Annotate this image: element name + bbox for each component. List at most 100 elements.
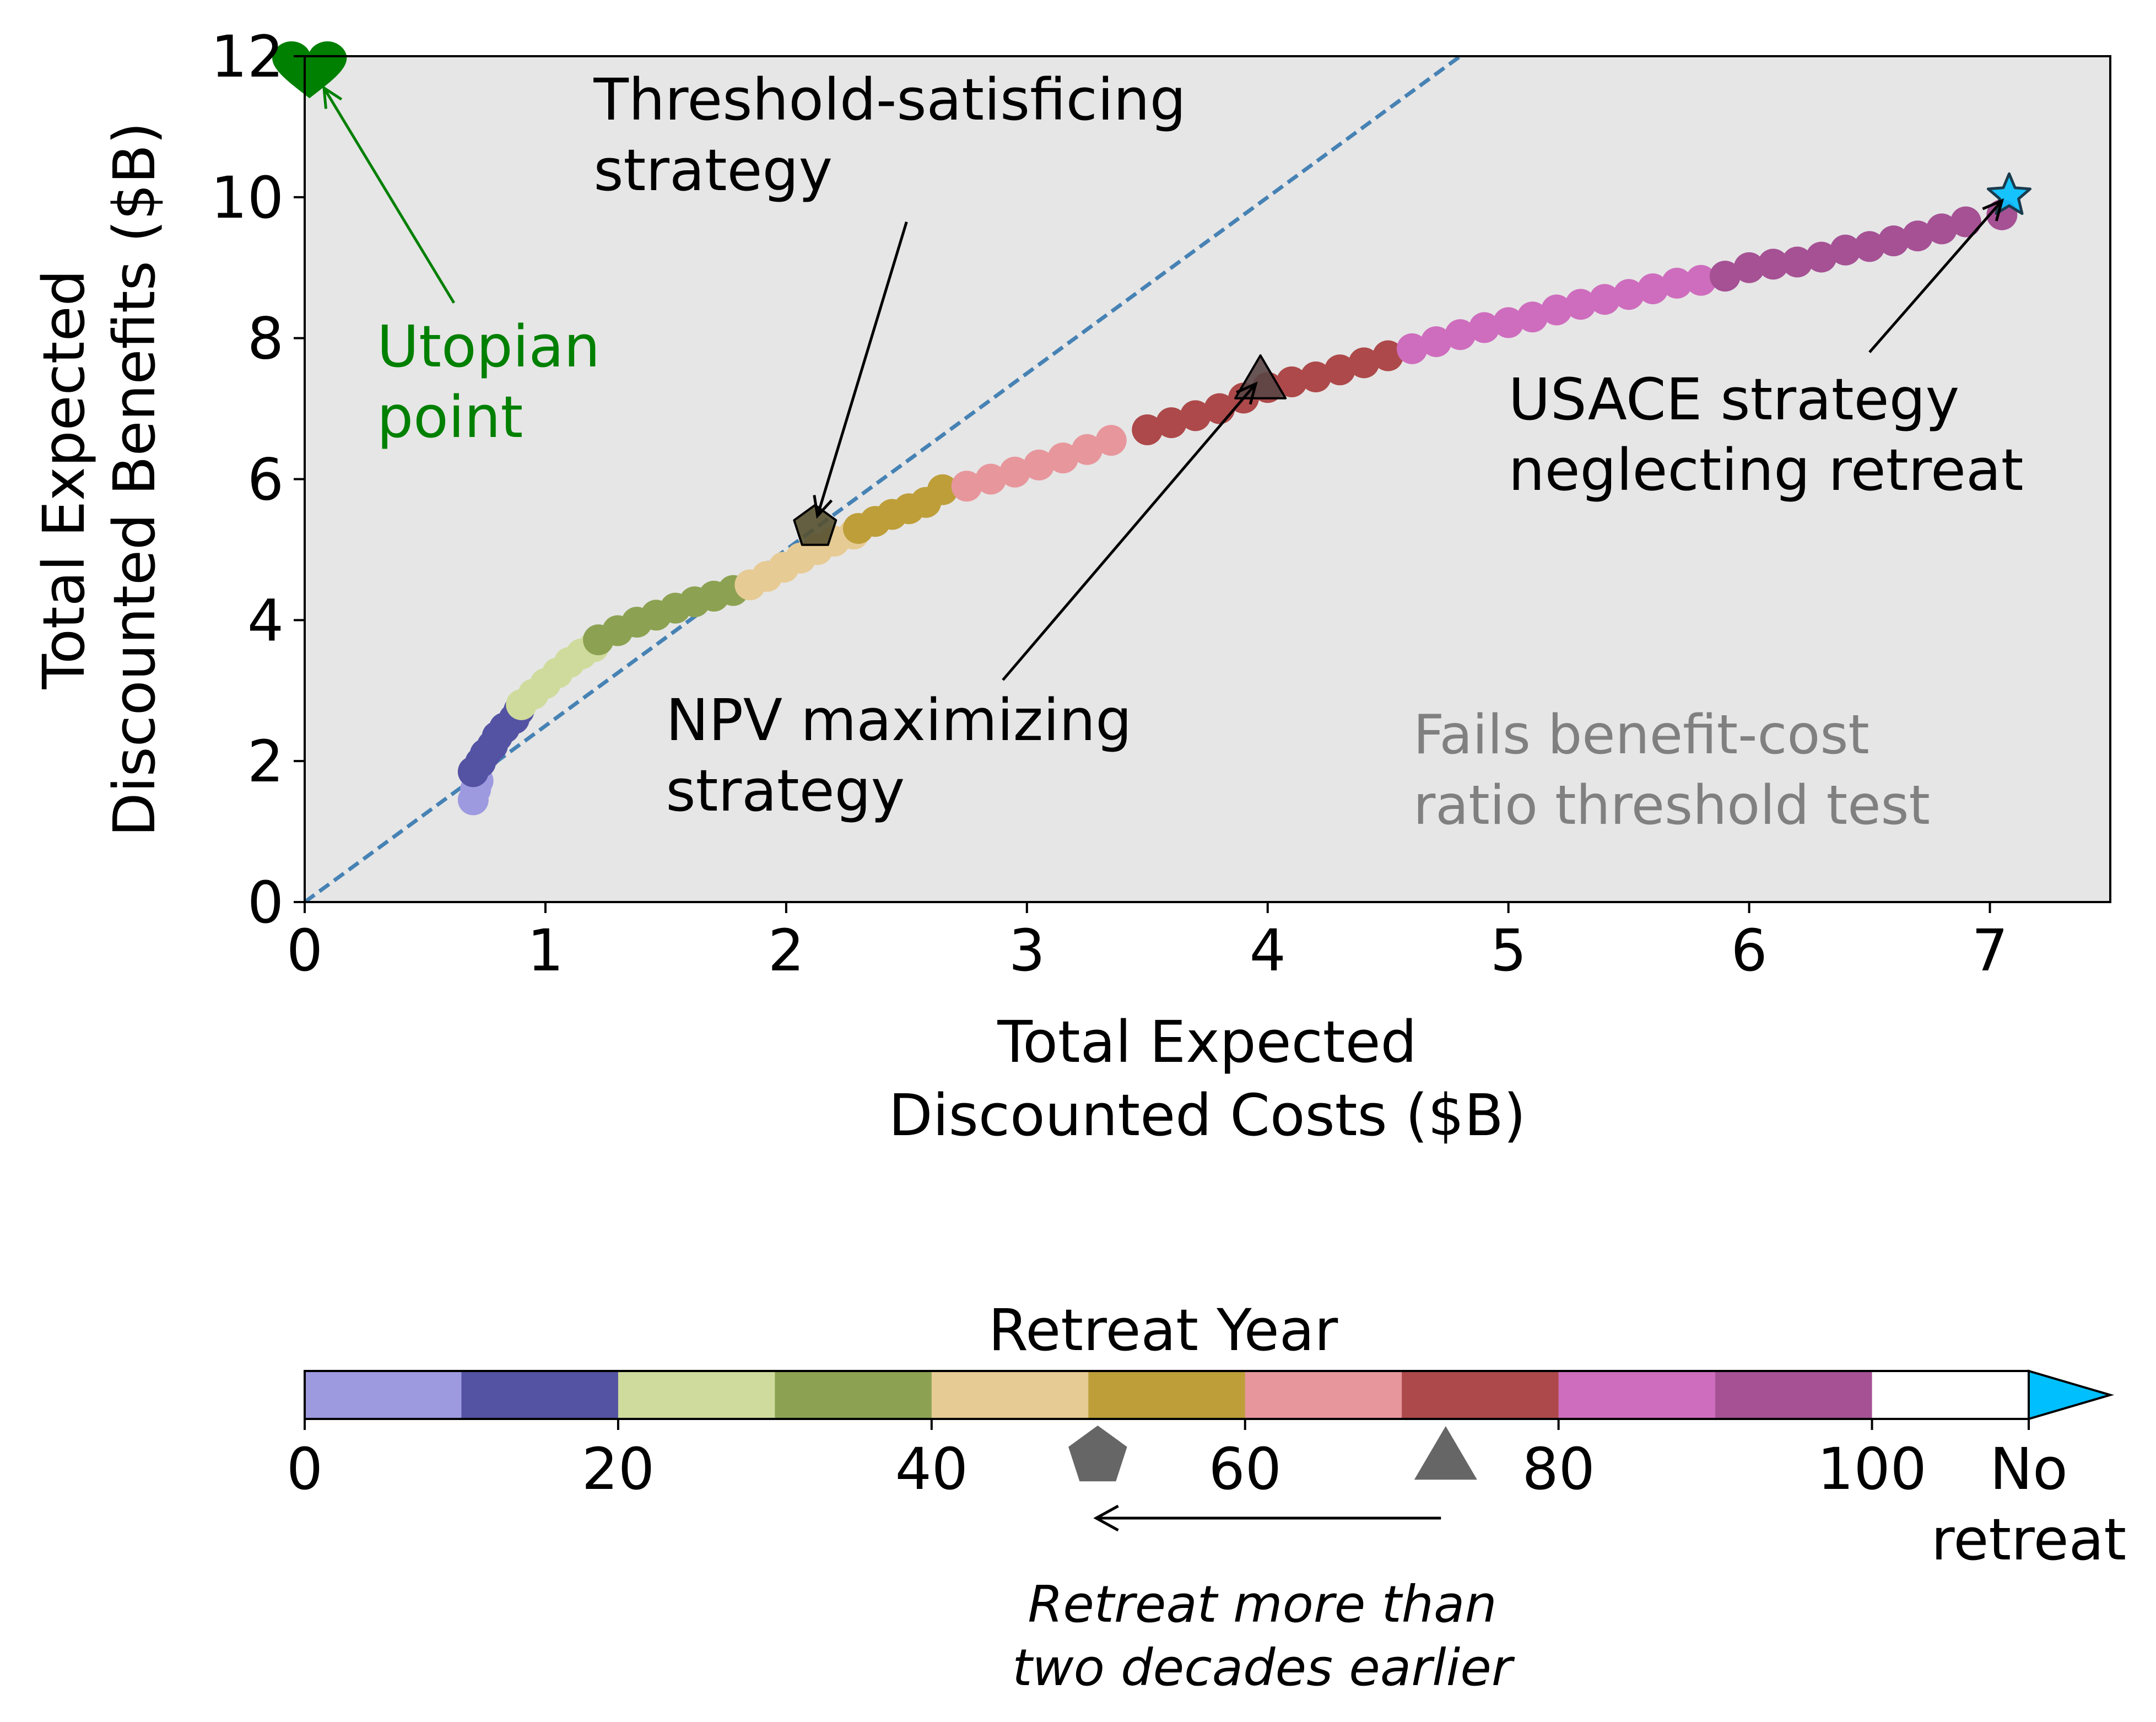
scatter-point (1155, 407, 1187, 439)
colorbar-bin-0-10 (305, 1371, 462, 1419)
benefit-cost-fail-region (305, 56, 2110, 902)
x-tick-label: 1 (527, 917, 564, 984)
colorbar-bin-90-100 (1715, 1371, 1873, 1419)
colorbar-no-retreat-label-line1: No (1990, 1435, 2067, 1503)
x-axis-ticks: 0 1 2 3 4 5 6 7 (287, 902, 2008, 984)
scatter-point (1565, 289, 1596, 320)
plot-area: Fails benefit-cost ratio threshold test … (272, 41, 2111, 903)
scatter-point (1830, 234, 1861, 266)
colorbar-bin-100-110 (1872, 1371, 2029, 1419)
threshold-annotation-arrowhead (813, 495, 833, 519)
utopian-annotation-arrowhead (322, 85, 343, 109)
scatter-point (975, 463, 1007, 495)
threshold-annotation-line1: Threshold-satisficing (593, 66, 1186, 133)
scatter-point (1950, 206, 1981, 237)
scatter-point (1072, 434, 1103, 465)
y-tick-label: 6 (247, 446, 284, 514)
npv-annotation-arrowhead (1236, 381, 1258, 405)
scatter-point (1420, 326, 1452, 358)
y-tick-label: 0 (247, 869, 284, 936)
earlier-retreat-note-line2: two decades earlier (1012, 1638, 1515, 1697)
colorbar-bin-20-30 (618, 1371, 775, 1419)
scatter-point (1589, 284, 1620, 315)
colorbar-npv-triangle-marker (1414, 1426, 1477, 1480)
scatter-point (1468, 312, 1500, 343)
colorbar-bin-70-80 (1402, 1371, 1559, 1419)
scatter-point (1023, 449, 1055, 481)
scatter-point (1047, 442, 1079, 474)
series-50-60 (842, 474, 958, 544)
utopian-annotation-arrow (322, 87, 456, 304)
x-tick-label: 0 (287, 917, 323, 984)
scatter-point (1661, 267, 1693, 299)
colorbar-bin-30-40 (775, 1371, 932, 1419)
colorbar-tick-label: 80 (1522, 1435, 1595, 1503)
threshold-annotation-arrow (816, 221, 908, 516)
colorbar: Retreat Year 0 20 40 60 80 100 No retreat Ret… (287, 1297, 2126, 1697)
x-tick-label: 6 (1731, 917, 1768, 984)
scatter-point (1276, 366, 1307, 397)
npv-annotation-line2: strategy (666, 757, 905, 824)
shaded-region-label-line1: Fails benefit-cost (1413, 704, 1869, 766)
colorbar-threshold-pentagon-marker (1068, 1426, 1127, 1482)
x-tick-label: 2 (768, 917, 804, 984)
colorbar-tick-label: 0 (287, 1435, 323, 1503)
colorbar-frame (304, 1370, 2030, 1420)
x-tick-label: 7 (1971, 917, 2008, 984)
scatter-point (927, 474, 958, 505)
scatter-point (1180, 400, 1211, 431)
utopian-annotation-line1: Utopian (377, 313, 600, 380)
scatter-point (1902, 220, 1933, 252)
earlier-retreat-note-line1: Retreat more than (1028, 1575, 1496, 1634)
y-tick-label: 8 (247, 305, 284, 373)
earlier-retreat-arrowhead (1093, 1504, 1119, 1532)
scatter-point (1733, 252, 1765, 283)
scatter-point (1613, 279, 1645, 310)
scatter-point (1517, 301, 1548, 333)
colorbar-tick-label: 100 (1817, 1435, 1927, 1503)
y-axis-ticks: 0 2 4 6 8 10 12 (211, 23, 305, 936)
scatter-point (1709, 261, 1741, 292)
scatter-point (1854, 231, 1885, 262)
scatter-point (1373, 340, 1404, 371)
scatter-point (1926, 213, 1958, 245)
x-axis-label-line1: Total Expected (997, 1008, 1417, 1076)
usace-annotation-arrowhead (1982, 198, 2004, 222)
x-tick-label: 3 (1009, 917, 1045, 984)
colorbar-tick-label: 60 (1209, 1435, 1282, 1503)
colorbar-title: Retreat Year (988, 1297, 1338, 1364)
scatter-point (1396, 333, 1428, 364)
scatter-point (1348, 347, 1380, 379)
series-10-20 (457, 695, 534, 787)
scatter-point (1445, 319, 1476, 350)
scatter-point (1132, 414, 1163, 445)
colorbar-bin-60-70 (1245, 1371, 1402, 1419)
scatter-point (1324, 354, 1355, 386)
shaded-region-label-line2: ratio threshold test (1413, 774, 1930, 837)
scatter-point (1300, 361, 1332, 393)
y-tick-label: 2 (247, 728, 284, 795)
series-30-40 (583, 575, 749, 656)
usace-annotation-arrow (1868, 199, 2003, 353)
scatter-point (999, 456, 1030, 488)
colorbar-no-retreat-extension (2028, 1369, 2115, 1421)
scatter-point (1781, 246, 1813, 278)
scatter-point (1541, 294, 1573, 326)
colorbar-tick-label: 40 (895, 1435, 968, 1503)
scatter-point (1095, 425, 1127, 456)
scatter-point (1685, 264, 1717, 296)
series-90-100 (1709, 199, 2018, 292)
x-tick-label: 4 (1250, 917, 1286, 984)
y-axis-label-line2: Discounted Benefits ($B) (101, 122, 168, 836)
y-tick-label: 12 (211, 23, 284, 90)
scatter-point (951, 471, 982, 502)
usace-annotation-line1: USACE strategy (1509, 366, 1960, 433)
colorbar-tick-label: 20 (582, 1435, 655, 1503)
threshold-pentagon-marker (793, 504, 837, 546)
colorbar-bin-80-90 (1558, 1371, 1716, 1419)
y-axis-label-line1: Total Expected (30, 269, 98, 689)
y-tick-label: 10 (211, 164, 284, 231)
colorbar-bin-10-20 (461, 1371, 619, 1419)
y-tick-label: 4 (247, 587, 284, 654)
